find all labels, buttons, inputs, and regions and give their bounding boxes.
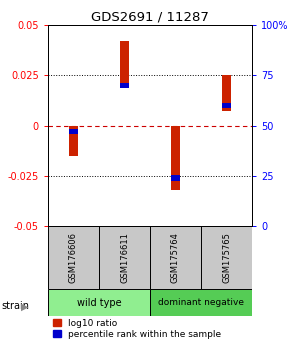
Legend: log10 ratio, percentile rank within the sample: log10 ratio, percentile rank within the … [52,319,221,339]
Text: GSM175765: GSM175765 [222,233,231,283]
Bar [150,226,201,289]
Bar [120,83,129,88]
Bar [48,289,150,316]
Text: GSM175764: GSM175764 [171,233,180,283]
Text: dominant negative: dominant negative [158,298,244,307]
Bar [99,226,150,289]
Bar [222,103,231,108]
Bar [120,41,129,85]
Bar [69,129,78,134]
Bar [171,176,180,181]
Bar [171,126,180,190]
Bar [48,226,99,289]
Text: GSM176611: GSM176611 [120,233,129,283]
Text: wild type: wild type [77,298,121,308]
Text: ▶: ▶ [21,302,28,312]
Bar [69,126,78,156]
Bar [150,289,252,316]
Text: strain: strain [2,301,29,311]
Bar [201,226,252,289]
Bar [222,75,231,112]
Title: GDS2691 / 11287: GDS2691 / 11287 [91,11,209,24]
Text: GSM176606: GSM176606 [69,232,78,283]
